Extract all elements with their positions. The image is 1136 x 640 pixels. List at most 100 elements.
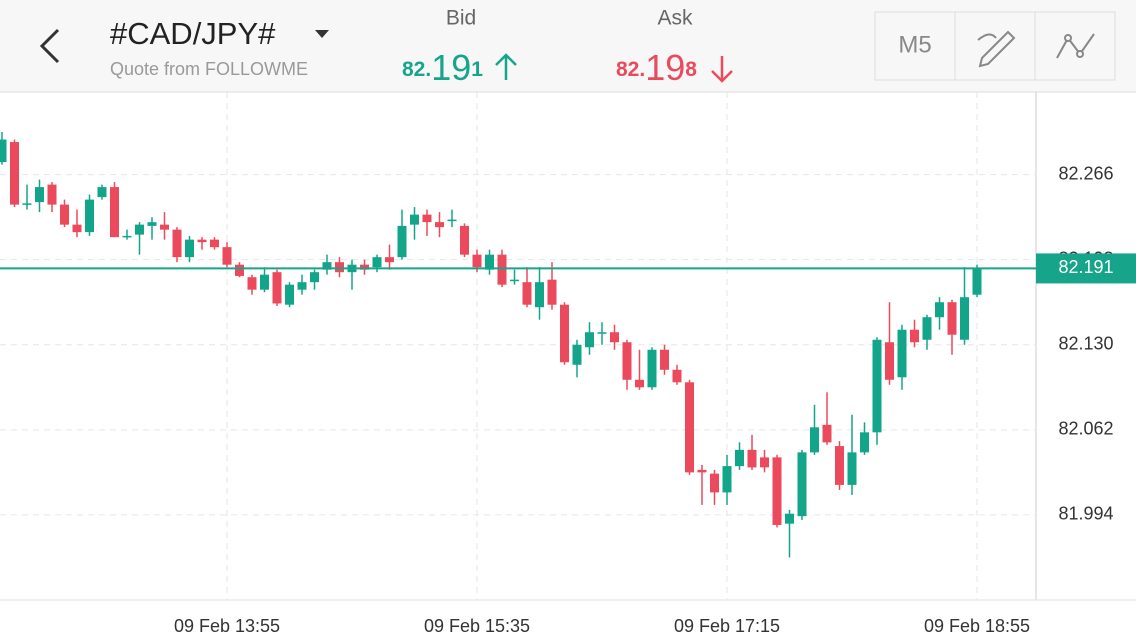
candle-body: [772, 457, 782, 525]
candle-body: [947, 302, 957, 335]
candle-body: [210, 239, 219, 248]
current-price-label: 82.191: [1058, 257, 1113, 277]
candle-body: [797, 452, 807, 517]
candle-body: [447, 219, 457, 222]
candle-body: [260, 274, 269, 290]
candle-body: [560, 304, 569, 363]
candle-body: [910, 329, 919, 343]
candle-body: [235, 264, 244, 276]
symbol-dropdown[interactable]: [315, 30, 329, 38]
candle-body: [322, 262, 332, 270]
candle-body: [660, 349, 669, 370]
candle-body: [835, 446, 844, 485]
candle-body: [97, 187, 107, 198]
candle-body: [535, 282, 544, 308]
candle-body: [972, 268, 982, 295]
candle-body: [72, 224, 82, 233]
candle-body: [147, 222, 157, 226]
candle-body: [35, 187, 44, 203]
current-price-tag: [1036, 253, 1136, 284]
candle-body: [497, 254, 507, 285]
indicator-icon-dot: [1076, 50, 1084, 58]
candle-body: [47, 184, 57, 205]
ask-part: 8: [685, 58, 697, 81]
candle-body: [310, 272, 319, 283]
indicator-button[interactable]: [1056, 33, 1095, 59]
candle-body: [872, 339, 882, 433]
candle-body: [597, 332, 607, 334]
candle-body: [335, 262, 344, 273]
x-tick-label: 09 Feb 18:55: [924, 616, 1030, 636]
ask-label: Ask: [657, 7, 693, 30]
ask-part: 19: [645, 47, 685, 88]
candle-body: [722, 466, 732, 493]
candle-body: [422, 214, 432, 223]
candle-body: [735, 449, 744, 467]
candle-body: [610, 332, 619, 343]
y-tick-label: 82.062: [1058, 419, 1113, 439]
candle-body: [635, 379, 644, 388]
candle-body: [622, 342, 632, 380]
candle-body: [197, 239, 207, 243]
candle-body: [397, 225, 407, 258]
y-tick-label: 82.266: [1058, 163, 1113, 183]
back-button[interactable]: [39, 28, 60, 64]
candle-body: [685, 382, 694, 473]
draw-tool-button[interactable]: [977, 30, 1016, 68]
candle-body: [272, 272, 282, 304]
candle-body: [435, 222, 444, 228]
candle-body: [85, 199, 94, 233]
candle-body: [897, 329, 907, 378]
candle-body: [135, 224, 144, 235]
ask-part: 82.: [616, 58, 645, 81]
ask-down-arrow: [711, 56, 733, 83]
candle-body: [185, 239, 194, 258]
candle-body: [60, 204, 69, 225]
candle-body: [460, 225, 469, 255]
bid-price: 82.191: [402, 47, 483, 88]
candle-body: [360, 264, 369, 270]
period-button[interactable]: M5: [898, 31, 931, 58]
candle-body: [860, 432, 869, 453]
candle-body: [585, 332, 594, 348]
candle-body: [810, 427, 819, 453]
candle-body: [647, 349, 657, 388]
candle-body: [847, 452, 857, 485]
x-tick-label: 09 Feb 15:35: [424, 616, 530, 636]
candle-body: [935, 302, 944, 318]
x-tick-label: 09 Feb 17:15: [674, 616, 780, 636]
candle-body: [22, 203, 32, 205]
candle-body: [522, 282, 532, 305]
candle-body: [372, 257, 382, 268]
candle-body: [510, 279, 519, 282]
candle-body: [672, 369, 682, 383]
candle-body: [472, 254, 482, 268]
candle-body: [747, 449, 757, 468]
candle-body: [385, 257, 394, 263]
y-tick-label: 81.994: [1058, 504, 1113, 524]
candle-body: [410, 214, 419, 225]
candle-body: [922, 317, 932, 340]
bid-part: 1: [471, 58, 483, 81]
candle-body: [785, 513, 794, 524]
candle-body: [160, 224, 169, 230]
candle-body: [697, 469, 707, 473]
candle-body: [960, 297, 969, 340]
y-tick-label: 82.130: [1058, 333, 1113, 353]
bid-part: 19: [431, 47, 471, 88]
candle-body: [822, 424, 832, 443]
candle-body: [0, 139, 7, 163]
candle-body: [547, 279, 557, 305]
candle-body: [572, 344, 582, 365]
candle-body: [710, 473, 719, 493]
candle-body: [110, 187, 119, 238]
candle-body: [285, 284, 294, 305]
candle-body: [10, 142, 19, 205]
candle-body: [222, 247, 232, 265]
candle-body: [760, 457, 769, 468]
symbol-title[interactable]: #CAD/JPY#: [110, 16, 276, 51]
subtitle: Quote from FOLLOWME: [110, 59, 308, 79]
x-tick-label: 09 Feb 13:55: [174, 616, 280, 636]
